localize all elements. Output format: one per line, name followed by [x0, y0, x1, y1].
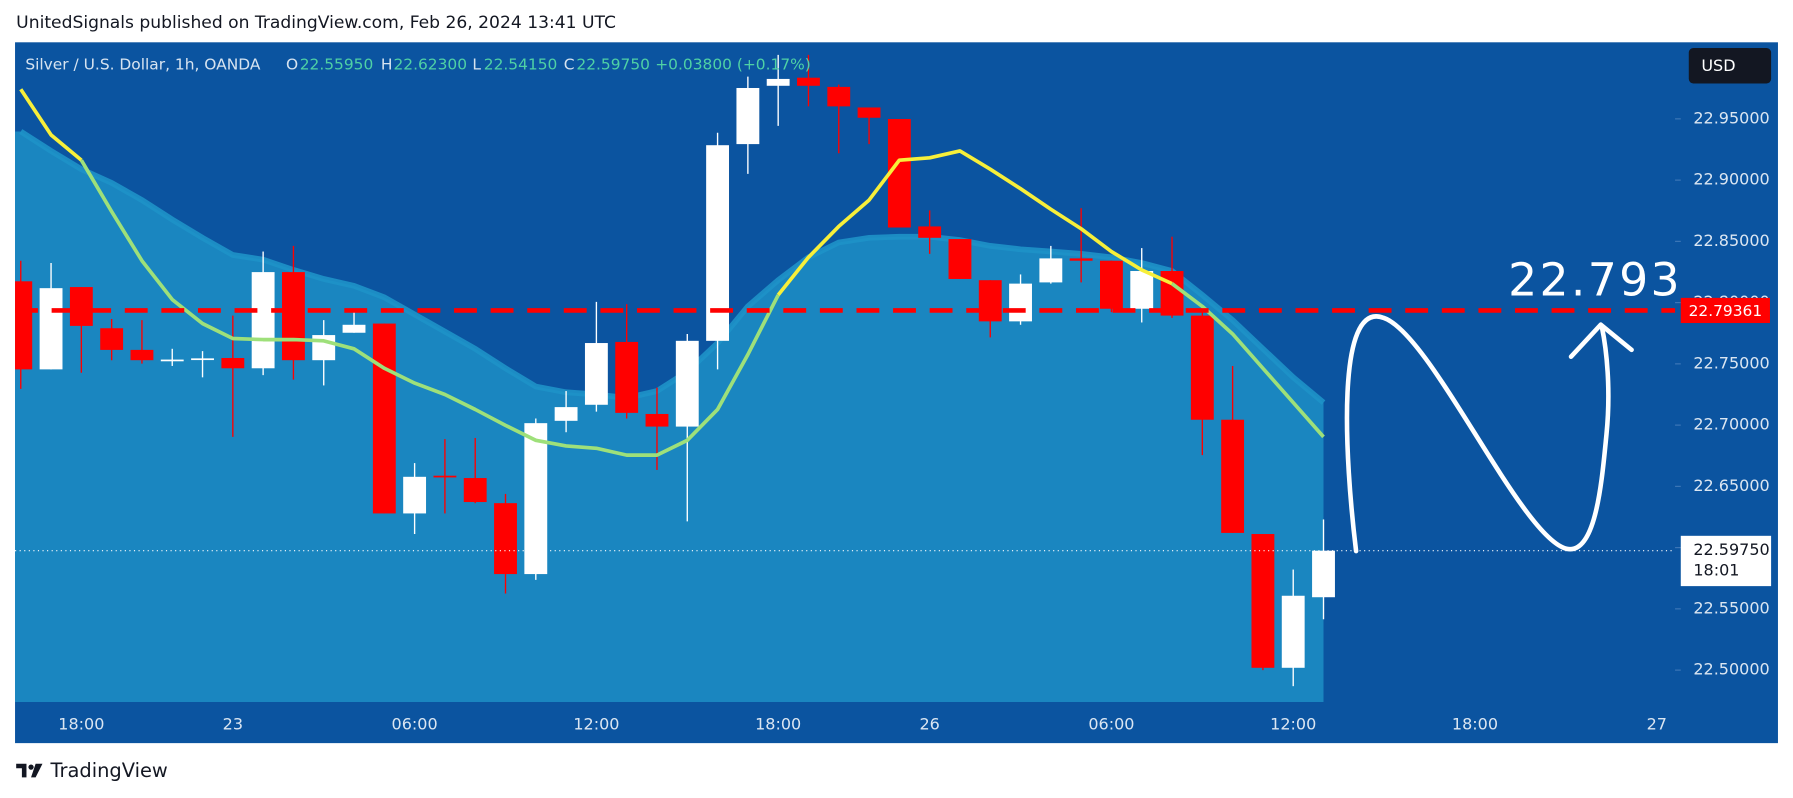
candle-body	[1281, 595, 1305, 668]
y-tick-label: 22.95000	[1693, 108, 1769, 127]
candle-body	[1190, 315, 1214, 420]
y-tick-label: 22.65000	[1693, 476, 1769, 495]
candle-body	[1100, 260, 1123, 309]
candle-body	[372, 323, 396, 514]
ohlc-legend: C	[564, 56, 575, 74]
forecast-arrowhead	[1568, 322, 1634, 359]
candle-body	[1009, 283, 1032, 322]
x-tick-label: 12:00	[573, 714, 619, 733]
candle-body	[797, 77, 820, 86]
candle-body	[221, 357, 245, 369]
ohlc-legend: 22.55950	[300, 56, 374, 74]
candle-body	[918, 226, 942, 238]
ohlc-legend: O	[286, 56, 298, 74]
candle-body	[281, 272, 305, 361]
ohlc-legend: 22.54150	[484, 56, 558, 74]
tradingview-logo: TradingView	[49, 759, 167, 782]
band-edge	[19, 129, 1326, 405]
y-tick-label: 22.55000	[1693, 598, 1769, 617]
y-tick-label: 22.70000	[1693, 415, 1769, 434]
x-tick-label: 18:00	[58, 714, 104, 733]
candle-body	[706, 145, 730, 341]
candle-body	[615, 341, 639, 413]
candle-body	[130, 349, 154, 361]
ohlc-legend: H	[381, 56, 393, 74]
candle-body	[191, 358, 214, 361]
currency-label[interactable]: USD	[1701, 56, 1735, 75]
candle-body	[1069, 258, 1093, 261]
x-tick-label: 06:00	[1088, 714, 1134, 733]
forecast-curve	[1344, 314, 1611, 554]
currency-button[interactable]	[1688, 48, 1772, 84]
ohlc-legend: L	[472, 56, 481, 74]
candle-body	[1251, 534, 1275, 668]
countdown-label: 18:01	[1693, 561, 1739, 580]
last-price-label: 22.59750	[1693, 540, 1769, 559]
ohlc-legend: +0.03800 (+0.17%)	[655, 56, 811, 74]
candle-body	[1312, 550, 1335, 598]
moving-average-line	[19, 88, 1173, 297]
candle-body	[1221, 419, 1245, 533]
y-tick-label: 22.85000	[1693, 231, 1769, 250]
candle-body	[433, 475, 457, 478]
x-tick-label: 26	[919, 714, 939, 733]
candle-body	[554, 407, 578, 421]
level-annotation: 22.793	[1508, 254, 1682, 307]
moving-average-line	[79, 159, 1325, 457]
x-tick-label: 23	[223, 714, 243, 733]
candle-body	[675, 340, 699, 427]
candle-body	[15, 281, 33, 370]
candle-body	[978, 280, 1002, 322]
candle-body	[827, 86, 851, 107]
y-tick-label: 22.90000	[1693, 170, 1769, 189]
candle-body	[403, 476, 427, 514]
candle-body	[948, 239, 972, 279]
candle-body	[645, 413, 669, 427]
candle-body	[463, 478, 487, 503]
x-tick-label: 12:00	[1270, 714, 1316, 733]
level-label: 22.79361	[1689, 302, 1763, 320]
candle-body	[100, 328, 124, 350]
band-area	[15, 131, 1324, 702]
x-tick-label: 18:00	[755, 714, 801, 733]
y-tick-label: 22.50000	[1693, 660, 1769, 679]
last-price-box	[1680, 535, 1772, 587]
candle-body	[251, 272, 275, 369]
candle-body	[584, 343, 608, 405]
x-tick-label: 06:00	[392, 714, 438, 733]
candle-body	[1039, 258, 1063, 283]
plot-area	[15, 54, 1335, 702]
tradingview-logo-icon	[16, 763, 43, 778]
ohlc-legend: Silver / U.S. Dollar, 1h, OANDA	[25, 56, 261, 74]
candle-body	[1130, 271, 1154, 309]
candle-body	[736, 87, 760, 145]
ohlc-legend: 22.59750	[576, 56, 650, 74]
candle-body	[69, 287, 93, 326]
candle-body	[524, 423, 548, 575]
candle-body	[160, 359, 184, 362]
candle-body	[857, 107, 881, 118]
overlay: Silver / U.S. Dollar, 1h, OANDA O 22.55950…	[15, 56, 1772, 733]
x-tick-label: 18:00	[1452, 714, 1498, 733]
publish-header: UnitedSignals published on TradingView.c…	[16, 13, 616, 33]
candle-body	[766, 78, 790, 86]
ohlc-legend: 22.62300	[393, 56, 467, 74]
level-label-box	[1680, 297, 1770, 324]
candle-body	[342, 324, 366, 333]
x-tick-label: 27	[1647, 714, 1667, 733]
candle-body	[39, 288, 63, 370]
candle-body	[494, 503, 517, 575]
y-tick-label: 22.75000	[1693, 353, 1769, 372]
candle-body	[887, 118, 911, 228]
